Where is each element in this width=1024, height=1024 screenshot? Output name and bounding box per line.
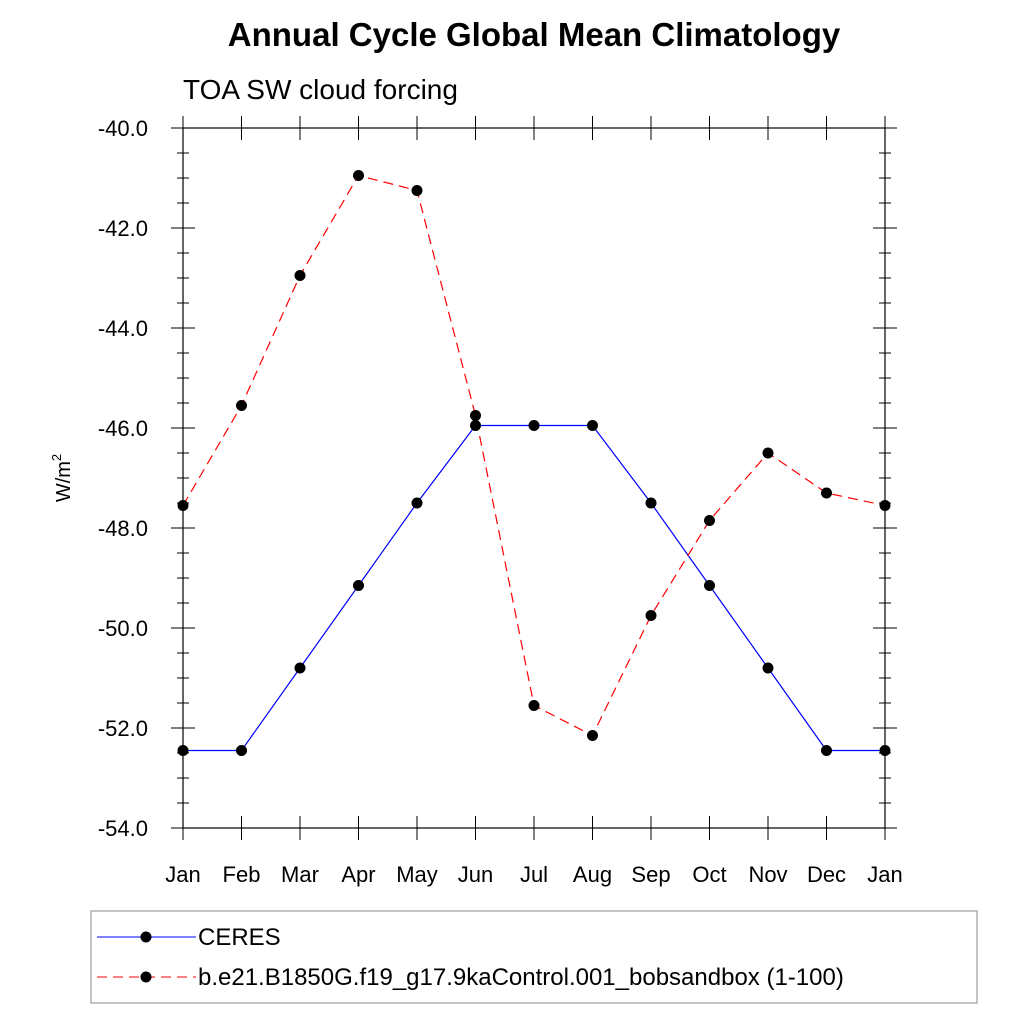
x-tick-label: Apr	[341, 862, 375, 887]
y-axis-label-text: W/m	[53, 461, 75, 502]
x-tick-label: Jan	[165, 862, 200, 887]
legend-marker-model	[140, 971, 152, 983]
x-tick-label: May	[396, 862, 438, 887]
series-0-point	[411, 497, 423, 509]
series-layer	[177, 170, 891, 756]
x-tick-labels: Jan Feb Mar Apr May Jun Jul Aug Sep Oct Nov Dec Jan	[165, 862, 902, 887]
x-tick-label: Nov	[748, 862, 787, 887]
series-0-point	[879, 745, 891, 756]
series-0-point	[177, 745, 189, 756]
y-tick-label: -54.0	[98, 816, 148, 841]
axis-ticks	[171, 116, 897, 840]
x-tick-label: Mar	[281, 862, 319, 887]
series-1-point	[470, 410, 481, 421]
y-tick-label: -50.0	[98, 616, 148, 641]
y-tick-label: -42.0	[98, 216, 148, 241]
svg-text:W/m2: W/m2	[49, 454, 75, 502]
x-tick-label: Jun	[458, 862, 493, 887]
series-0-point	[762, 662, 774, 674]
chart-subtitle: TOA SW cloud forcing	[183, 74, 458, 105]
x-tick-label: Feb	[223, 862, 261, 887]
y-tick-labels: -40.0 -42.0 -44.0 -46.0 -48.0 -50.0 -52.0 -54.0	[98, 116, 148, 841]
x-tick-label: Sep	[631, 862, 670, 887]
series-0-point	[528, 420, 540, 431]
y-tick-label: -40.0	[98, 116, 148, 141]
series-1-point	[762, 447, 774, 459]
series-1-point	[294, 270, 306, 281]
series-0-point	[353, 580, 364, 591]
x-tick-label: Aug	[573, 862, 612, 887]
series-1-point	[528, 700, 540, 711]
x-tick-label: Oct	[692, 862, 726, 887]
series-0-point	[821, 745, 832, 756]
series-1-point	[645, 610, 657, 621]
series-1-point	[879, 500, 891, 511]
series-1-point	[236, 400, 247, 411]
series-0-point	[704, 580, 715, 591]
y-tick-label: -52.0	[98, 716, 148, 741]
series-0-point	[587, 420, 598, 431]
series-1-point	[353, 170, 364, 181]
x-tick-label: Jul	[520, 862, 548, 887]
series-line-1	[182, 174, 886, 737]
x-tick-label: Dec	[807, 862, 846, 887]
y-tick-label: -46.0	[98, 416, 148, 441]
legend-marker-ceres	[140, 931, 152, 943]
y-axis-label-superscript: 2	[49, 454, 64, 461]
series-0-point	[294, 662, 306, 674]
x-tick-label: Jan	[867, 862, 902, 887]
series-1-point	[177, 500, 189, 511]
series-1-point	[411, 185, 423, 196]
y-tick-label: -48.0	[98, 516, 148, 541]
chart-title: Annual Cycle Global Mean Climatology	[228, 16, 841, 53]
series-0-point	[645, 497, 657, 509]
y-tick-label: -44.0	[98, 316, 148, 341]
legend-label-model: b.e21.B1850G.f19_g17.9kaControl.001_bobs…	[198, 964, 844, 991]
series-0-point	[470, 420, 481, 431]
y-axis-label: W/m2	[49, 454, 75, 502]
series-1-point	[587, 730, 598, 741]
series-1-point	[821, 487, 832, 499]
plot-frame	[182, 127, 886, 829]
legend: CERES b.e21.B1850G.f19_g17.9kaControl.00…	[90, 910, 978, 1004]
legend-box	[90, 910, 978, 1004]
legend-label-ceres: CERES	[198, 924, 281, 951]
series-0-point	[236, 745, 247, 756]
series-1-point	[704, 515, 715, 526]
